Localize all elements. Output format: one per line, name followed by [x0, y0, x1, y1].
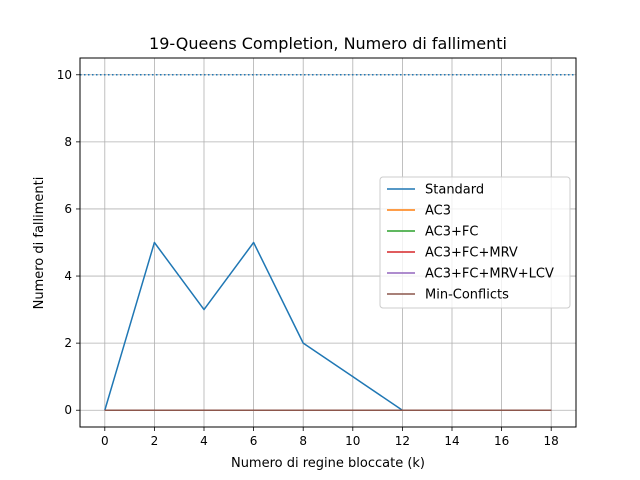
legend-label: Min-Conflicts: [425, 288, 509, 303]
series-group: [104, 241, 552, 411]
legend-box: [379, 176, 571, 309]
x-tick-label: 14: [444, 434, 459, 448]
y-tick-label: 6: [64, 202, 72, 216]
y-tick-label: 0: [64, 403, 72, 417]
y-axis-label: Numero di fallimenti: [32, 177, 47, 310]
x-tick-label: 12: [395, 434, 410, 448]
x-tick-label: 2: [151, 434, 159, 448]
y-tick-label: 2: [64, 336, 72, 350]
x-tick-label: 0: [101, 434, 109, 448]
legend-label: AC3+FC+MRV+LCV: [425, 267, 554, 282]
x-tick-label: 18: [544, 434, 559, 448]
legend-label: Standard: [425, 183, 484, 198]
legend-label: AC3: [425, 204, 451, 219]
x-axis-label: Numero di regine bloccate (k): [231, 456, 425, 471]
legend-label: AC3+FC: [425, 225, 478, 240]
chart-title: 19-Queens Completion, Numero di fallimen…: [149, 34, 507, 53]
x-tick-label: 10: [345, 434, 360, 448]
y-tick-label: 4: [64, 269, 72, 283]
y-tick-label: 8: [64, 135, 72, 149]
legend: Standard AC3 AC3+FC AC3+FC+MRV AC3+FC+MRV+LC…: [379, 176, 571, 309]
legend-label: AC3+FC+MRV: [425, 246, 518, 261]
ticks: 0 2 4 6 8 10 12 14 16 18 0 2 4 6 8 10: [57, 68, 559, 448]
x-tick-label: 6: [250, 434, 258, 448]
y-tick-label: 10: [57, 68, 72, 82]
x-tick-label: 4: [200, 434, 208, 448]
x-tick-label: 16: [494, 434, 509, 448]
x-tick-label: 8: [299, 434, 307, 448]
plot-frame: [79, 57, 577, 428]
